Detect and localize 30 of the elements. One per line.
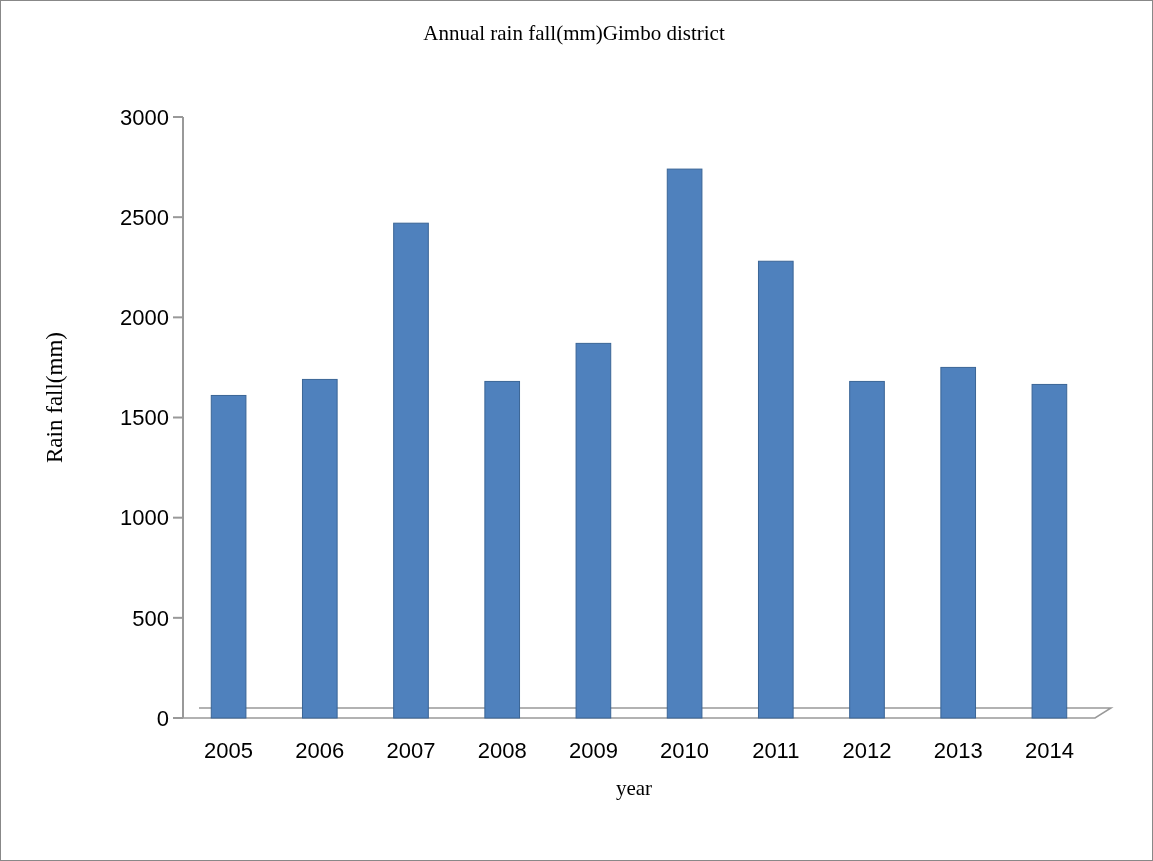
x-tick-label: 2008	[477, 738, 527, 763]
x-tick-label: 2009	[568, 738, 618, 763]
bar	[484, 380, 521, 719]
x-tick-label: 2005	[204, 738, 254, 763]
y-tick-label: 2500	[120, 204, 169, 230]
x-axis-title: year	[615, 776, 653, 800]
y-tick-label: 500	[132, 605, 169, 631]
x-tick-label: 2011	[752, 738, 800, 763]
x-tick-label: 2014	[1024, 738, 1074, 763]
bar	[849, 380, 885, 719]
y-tick-label: 1500	[120, 405, 169, 431]
y-tick-label: 0	[156, 705, 169, 731]
x-tick-label: 2012	[842, 738, 892, 763]
bar	[757, 260, 794, 719]
bar	[210, 394, 247, 719]
bar	[666, 168, 703, 719]
y-tick-label: 3000	[120, 104, 169, 130]
y-axis-title: Rain fall(mm)	[42, 332, 67, 463]
y-tick-label: 2000	[120, 305, 169, 331]
x-tick-label: 2013	[933, 738, 983, 763]
x-tick-label: 2007	[386, 738, 436, 763]
bar	[301, 378, 338, 719]
x-tick-label: 2006	[295, 738, 345, 763]
x-tick-label: 2010	[660, 738, 710, 763]
bar	[1031, 383, 1068, 719]
y-tick-label: 1000	[120, 505, 169, 531]
bar	[940, 366, 977, 719]
bar	[393, 222, 429, 719]
chart-title: Annual rain fall(mm)Gimbo district	[423, 21, 725, 45]
bar	[575, 342, 612, 719]
